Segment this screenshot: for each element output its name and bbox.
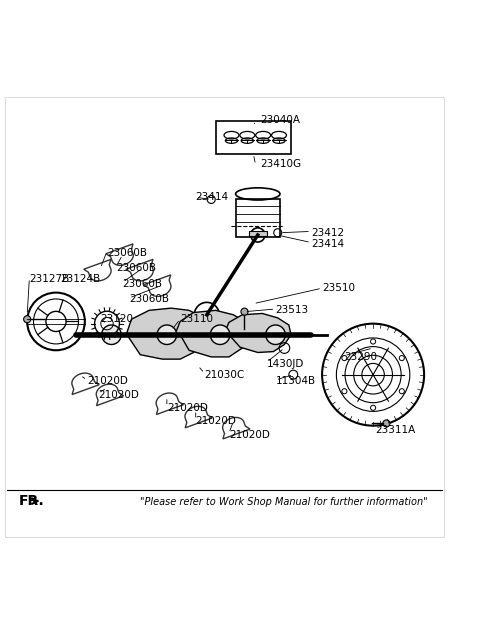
Circle shape [157, 325, 177, 344]
Text: 23124B: 23124B [60, 275, 101, 284]
Bar [236, 199, 280, 237]
Text: 23040A: 23040A [260, 115, 300, 125]
Text: 23110: 23110 [180, 314, 213, 324]
Circle shape [266, 325, 285, 344]
Circle shape [24, 316, 31, 323]
Text: 23510: 23510 [322, 283, 355, 293]
Text: "Please refer to Work Shop Manual for further information": "Please refer to Work Shop Manual for fu… [140, 498, 428, 507]
Text: 21020D: 21020D [229, 429, 270, 439]
Text: 1430JD: 1430JD [267, 359, 304, 368]
Text: 11304B: 11304B [276, 377, 316, 386]
Text: 23120: 23120 [100, 314, 133, 324]
Text: 21020D: 21020D [98, 390, 139, 399]
Text: 23060B: 23060B [107, 248, 147, 257]
Text: 23414: 23414 [311, 239, 344, 249]
Text: 23513: 23513 [276, 306, 309, 315]
Text: 21020D: 21020D [167, 403, 208, 413]
Text: 23127B: 23127B [29, 275, 70, 284]
Text: 23060B: 23060B [116, 263, 156, 273]
Text: 23060B: 23060B [122, 279, 163, 288]
Text: 23311A: 23311A [375, 425, 416, 435]
Circle shape [210, 325, 230, 344]
Circle shape [102, 325, 121, 344]
Circle shape [383, 420, 390, 427]
Bar [216, 120, 291, 154]
Text: 23412: 23412 [311, 228, 344, 238]
Polygon shape [176, 311, 247, 357]
Text: 23410G: 23410G [260, 159, 301, 169]
Text: 23290: 23290 [344, 352, 377, 362]
Text: 21020D: 21020D [87, 377, 128, 386]
Bar [249, 231, 267, 236]
Text: 23060B: 23060B [129, 294, 169, 304]
Text: 23414: 23414 [196, 192, 229, 202]
Polygon shape [127, 308, 203, 359]
Circle shape [241, 308, 248, 315]
Polygon shape [225, 313, 291, 353]
Text: 21030C: 21030C [204, 370, 245, 380]
Text: 21020D: 21020D [196, 417, 237, 426]
Text: FR.: FR. [18, 494, 44, 508]
